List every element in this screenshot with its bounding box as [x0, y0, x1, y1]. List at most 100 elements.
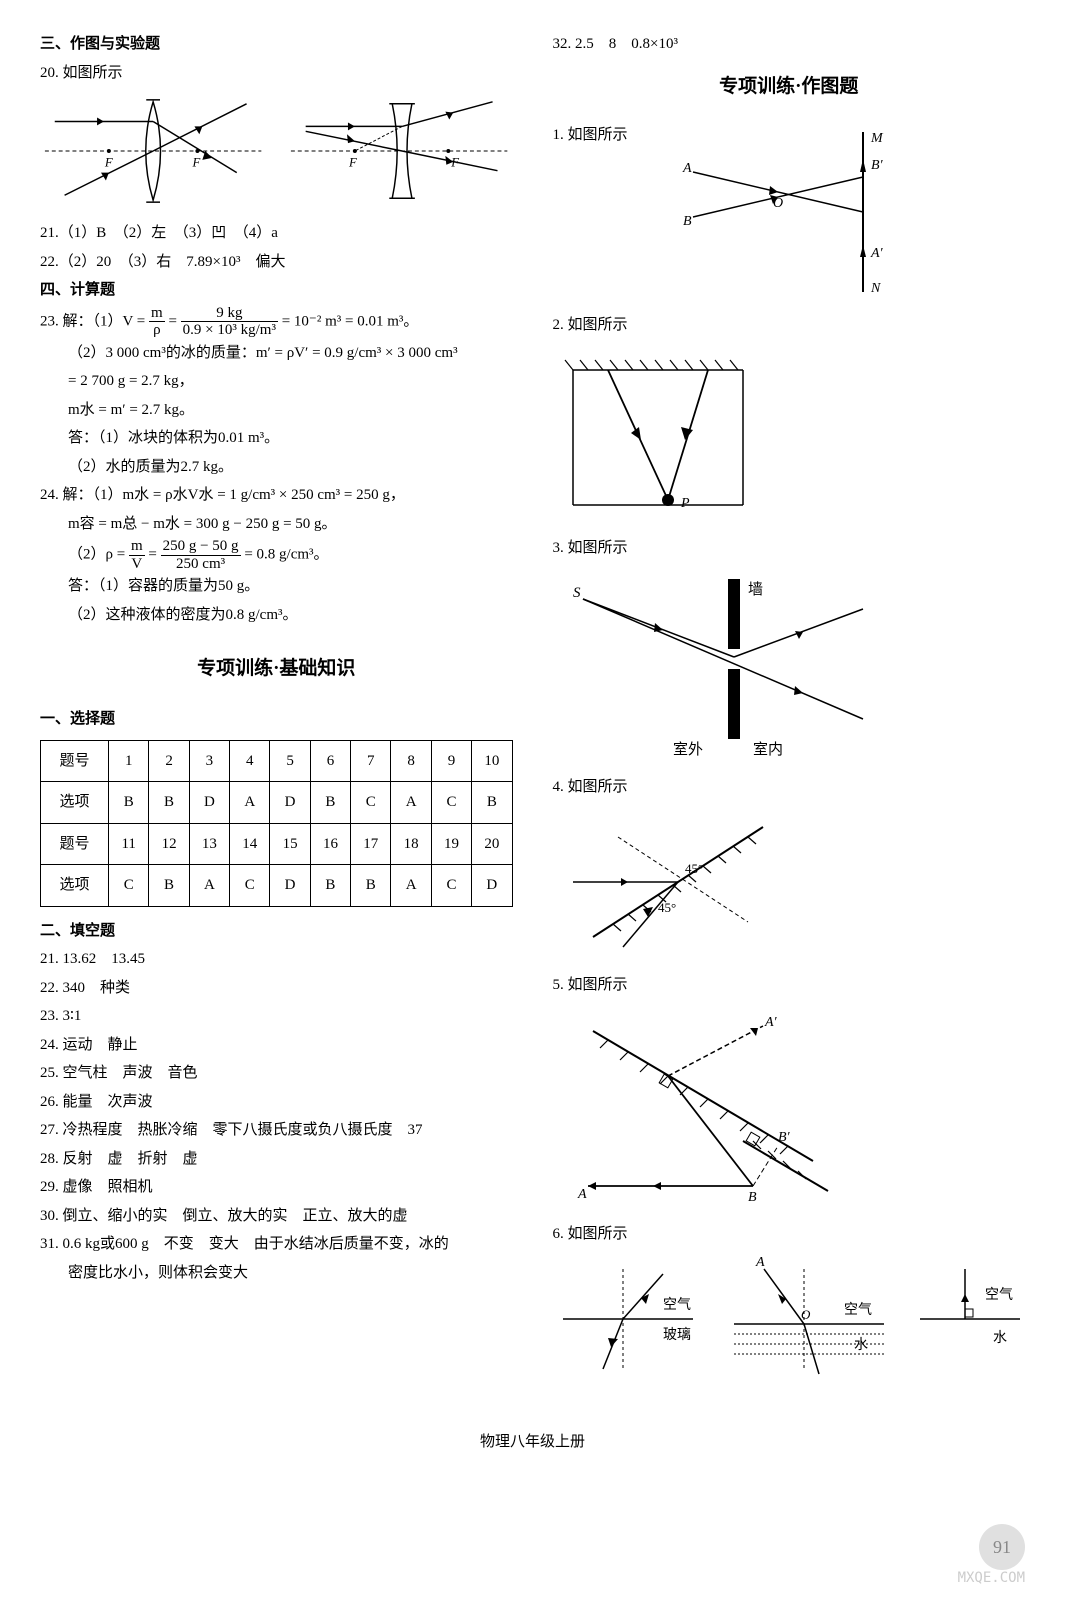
table-cell: 题号: [41, 740, 109, 782]
svg-text:45°: 45°: [685, 861, 703, 876]
r-q6: 6. 如图所示: [553, 1220, 1026, 1249]
svg-text:45°: 45°: [658, 900, 676, 915]
table-cell: 13: [189, 823, 229, 865]
q23-line1: 23. 解：（1）V = mρ = 9 kg0.9 × 10³ kg/m³ = …: [40, 305, 513, 339]
svg-text:N: N: [870, 281, 881, 296]
svg-text:空气: 空气: [844, 1302, 872, 1318]
q1-diagram: M N A B O B′ A′: [653, 127, 893, 297]
q4-diagram: 45° 45°: [553, 807, 793, 957]
table-cell: 9: [431, 740, 471, 782]
table-cell: 题号: [41, 823, 109, 865]
table-cell: A: [189, 865, 229, 907]
table-cell: A: [391, 782, 431, 824]
table-cell: C: [230, 865, 270, 907]
table-cell: 10: [472, 740, 512, 782]
svg-text:B: B: [683, 214, 692, 229]
q24-line3: （2）ρ = mV = 250 g − 50 g250 cm³ = 0.8 g/…: [40, 538, 513, 572]
table-cell: 选项: [41, 782, 109, 824]
table-cell: C: [431, 782, 471, 824]
svg-text:F: F: [191, 156, 200, 170]
q2-diagram: P: [553, 345, 763, 520]
f24: 24. 运动 静止: [40, 1031, 513, 1060]
svg-text:B: B: [748, 1190, 757, 1205]
table-cell: 4: [230, 740, 270, 782]
q32: 32. 2.5 8 0.8×10³: [553, 30, 1026, 59]
svg-text:P: P: [680, 496, 690, 511]
section-2-title: 二、填空题: [40, 917, 513, 946]
f31b: 密度比水小，则体积会变大: [40, 1259, 513, 1288]
table-cell: D: [270, 782, 310, 824]
table-cell: B: [351, 865, 391, 907]
table-cell: B: [310, 865, 350, 907]
table-cell: A: [230, 782, 270, 824]
table-cell: 16: [310, 823, 350, 865]
svg-text:M: M: [870, 131, 884, 146]
r-q4: 4. 如图所示: [553, 773, 1026, 802]
svg-text:A: A: [682, 161, 692, 176]
svg-text:S: S: [573, 585, 581, 601]
r-q5: 5. 如图所示: [553, 971, 1026, 1000]
q23-line2b: = 2 700 g = 2.7 kg，: [40, 367, 513, 396]
svg-text:F: F: [104, 156, 113, 170]
f30: 30. 倒立、缩小的实 倒立、放大的实 正立、放大的虚: [40, 1202, 513, 1231]
q21: 21.（1）B （2）左 （3）凹 （4）a: [40, 219, 513, 248]
table-cell: B: [109, 782, 149, 824]
svg-text:室外: 室外: [673, 741, 703, 758]
f29: 29. 虚像 照相机: [40, 1173, 513, 1202]
table-cell: B: [472, 782, 512, 824]
table-cell: 8: [391, 740, 431, 782]
svg-text:空气: 空气: [985, 1287, 1013, 1303]
table-cell: 3: [189, 740, 229, 782]
table-cell: 18: [391, 823, 431, 865]
table-cell: C: [109, 865, 149, 907]
svg-text:A: A: [755, 1255, 765, 1270]
q23-line2c: m水 = m′ = 2.7 kg。: [40, 396, 513, 425]
table-cell: 20: [472, 823, 512, 865]
f21: 21. 13.62 13.45: [40, 945, 513, 974]
svg-text:A′: A′: [764, 1015, 778, 1030]
q6-diagram-1: 空气 玻璃: [553, 1254, 703, 1384]
table-cell: D: [189, 782, 229, 824]
page-number: 91: [979, 1524, 1025, 1570]
section-1-title: 一、选择题: [40, 705, 513, 734]
f27: 27. 冷热程度 热胀冷缩 零下八摄氏度或负八摄氏度 37: [40, 1116, 513, 1145]
concave-lens-diagram: F F: [286, 91, 512, 211]
svg-text:水: 水: [993, 1330, 1007, 1346]
svg-text:空气: 空气: [663, 1297, 691, 1313]
q20-figures: F F F F: [40, 91, 513, 211]
table-cell: 17: [351, 823, 391, 865]
table-cell: D: [472, 865, 512, 907]
table-cell: 7: [351, 740, 391, 782]
f23: 23. 3∶1: [40, 1002, 513, 1031]
table-cell: 19: [431, 823, 471, 865]
table-cell: 12: [149, 823, 189, 865]
q24-ans2: （2）这种液体的密度为0.8 g/cm³。: [40, 601, 513, 630]
convex-lens-diagram: F F: [40, 91, 266, 211]
table-cell: 14: [230, 823, 270, 865]
table-cell: B: [149, 865, 189, 907]
f28: 28. 反射 虚 折射 虚: [40, 1145, 513, 1174]
table-cell: B: [310, 782, 350, 824]
q3-diagram: 墙 S 室外 室内: [553, 569, 883, 759]
table-cell: A: [391, 865, 431, 907]
svg-text:B′: B′: [871, 158, 884, 173]
r-q2: 2. 如图所示: [553, 311, 1026, 340]
svg-text:B′: B′: [778, 1130, 791, 1145]
sub-title-basic: 专项训练·基础知识: [40, 651, 513, 687]
table-cell: 11: [109, 823, 149, 865]
r-q3: 3. 如图所示: [553, 534, 1026, 563]
table-cell: D: [270, 865, 310, 907]
q6-diagram-3: 空气 水: [915, 1254, 1025, 1384]
svg-text:室内: 室内: [753, 741, 783, 758]
svg-text:墙: 墙: [748, 581, 763, 598]
f22: 22. 340 种类: [40, 974, 513, 1003]
q23-ans2: （2）水的质量为2.7 kg。: [40, 453, 513, 482]
q5-diagram: A B A′ B′: [553, 1006, 843, 1206]
section-3-title: 三、作图与实验题: [40, 30, 513, 59]
svg-text:A′: A′: [870, 246, 884, 261]
f26: 26. 能量 次声波: [40, 1088, 513, 1117]
table-cell: B: [149, 782, 189, 824]
svg-text:O: O: [773, 196, 783, 211]
q24-ans1: 答：（1）容器的质量为50 g。: [40, 572, 513, 601]
table-cell: 选项: [41, 865, 109, 907]
